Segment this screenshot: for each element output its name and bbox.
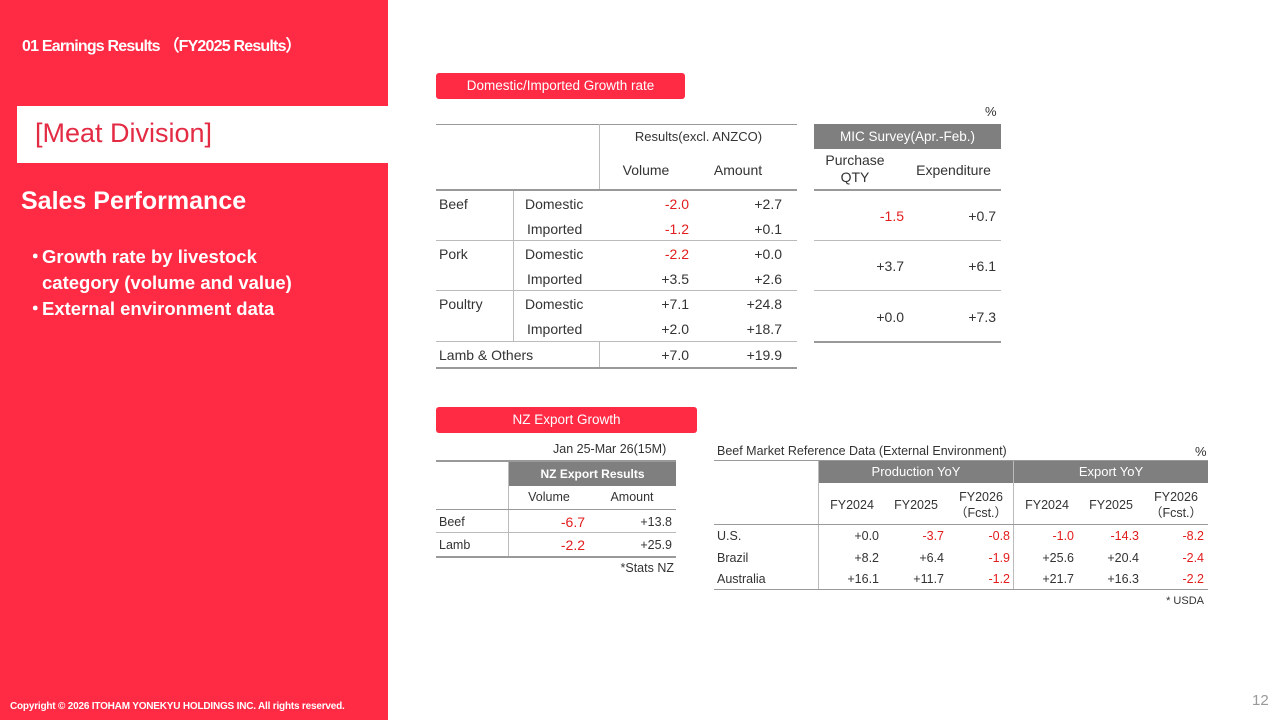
nz-source: *Stats NZ bbox=[620, 561, 675, 575]
table-cell: -1.2 bbox=[988, 572, 1010, 586]
left-panel: 01 Earnings Results （FY2025 Results） [Me… bbox=[0, 0, 388, 720]
table-cell: +21.7 bbox=[1042, 572, 1074, 586]
nz-row-amt: +13.8 bbox=[640, 515, 672, 529]
mic-exp: +0.7 bbox=[968, 208, 996, 224]
beef-market-percent: % bbox=[1195, 444, 1207, 459]
table-cell: -3.7 bbox=[922, 529, 944, 543]
year-header: FY2026 （Fcst.） bbox=[954, 490, 1008, 520]
table-cell: -8.2 bbox=[1182, 529, 1204, 543]
table-cell: -2.4 bbox=[1182, 550, 1204, 565]
table-cell: +20.4 bbox=[1107, 550, 1139, 565]
nz-row-cat: Lamb bbox=[439, 538, 471, 552]
nz-period: Jan 25-Mar 26(15M) bbox=[553, 442, 667, 456]
year-header: FY2025 bbox=[894, 498, 938, 512]
col-volume: Volume bbox=[622, 162, 670, 178]
bullet-item-continued: category (volume and value) bbox=[42, 272, 292, 293]
country-label: Australia bbox=[717, 572, 766, 586]
year-header: FY2024 bbox=[830, 498, 874, 512]
copyright: Copyright © 2026 ITOHAM YONEKYU HOLDINGS… bbox=[10, 701, 345, 712]
table-cell: +16.1 bbox=[847, 572, 879, 586]
nz-row-vol: -6.7 bbox=[560, 514, 585, 530]
bullet-item: ・ External environment data bbox=[26, 296, 292, 322]
growth-badge: Domestic/Imported Growth rate bbox=[436, 73, 685, 99]
nz-col-amount: Amount bbox=[610, 490, 654, 504]
nz-row-cat: Beef bbox=[439, 515, 465, 529]
table-cell: -1.0 bbox=[1052, 529, 1074, 543]
nz-header: NZ Export Results bbox=[509, 462, 676, 486]
table-cell: -0.8 bbox=[988, 529, 1010, 543]
mic-exp: +6.1 bbox=[968, 258, 996, 274]
country-label: U.S. bbox=[717, 529, 742, 543]
export-header: Export YoY bbox=[1014, 461, 1208, 483]
nz-col-volume: Volume bbox=[528, 490, 570, 504]
table-cell: +0.0 bbox=[854, 529, 879, 543]
production-header: Production YoY bbox=[819, 461, 1013, 483]
table-cell: +8.2 bbox=[854, 550, 879, 565]
table-cell: -14.3 bbox=[1110, 529, 1140, 543]
year-header: FY2025 bbox=[1089, 498, 1133, 512]
bullet-dot: ・ bbox=[26, 246, 45, 267]
year-header: FY2024 bbox=[1025, 498, 1069, 512]
bullet-dot: ・ bbox=[26, 298, 45, 319]
division-box: [Meat Division] bbox=[17, 106, 388, 163]
mic-header: MIC Survey(Apr.-Feb.) bbox=[814, 124, 1001, 149]
table-cell: +16.3 bbox=[1107, 572, 1139, 586]
table-cell: -1.9 bbox=[988, 550, 1010, 565]
year-header: FY2026 （Fcst.） bbox=[1149, 490, 1203, 520]
page-number: 12 bbox=[1252, 692, 1269, 709]
usda-source: * USDA bbox=[1166, 595, 1204, 607]
country-label: Brazil bbox=[717, 550, 749, 565]
nz-row-amt: +25.9 bbox=[640, 538, 672, 552]
bullet-item: ・ Growth rate by livestock bbox=[26, 244, 292, 270]
mic-exp: +7.3 bbox=[968, 309, 996, 325]
section-title: 01 Earnings Results （FY2025 Results） bbox=[22, 38, 302, 55]
table-cell: +6.4 bbox=[919, 550, 944, 565]
results-header: Results(excl. ANZCO) bbox=[634, 129, 763, 144]
mic-col-exp: Expenditure bbox=[916, 162, 991, 178]
mic-col-qty: Purchase QTY bbox=[825, 152, 885, 185]
nz-row-vol: -2.2 bbox=[560, 537, 585, 553]
nz-badge: NZ Export Growth bbox=[436, 407, 697, 433]
growth-percent-unit: % bbox=[985, 104, 997, 119]
mic-qty: +3.7 bbox=[876, 258, 904, 274]
table-cell: +11.7 bbox=[913, 572, 944, 586]
col-amount: Amount bbox=[713, 162, 763, 178]
bullet-list: ・ Growth rate by livestock category (volu… bbox=[26, 244, 292, 322]
sales-title: Sales Performance bbox=[21, 187, 247, 215]
table-cell: +25.6 bbox=[1042, 550, 1074, 565]
beef-market-title: Beef Market Reference Data (External Env… bbox=[717, 444, 1007, 458]
table-cell: -2.2 bbox=[1182, 572, 1204, 586]
mic-qty: +0.0 bbox=[876, 309, 904, 325]
division-label: [Meat Division] bbox=[35, 118, 213, 148]
mic-qty: -1.5 bbox=[879, 208, 904, 224]
